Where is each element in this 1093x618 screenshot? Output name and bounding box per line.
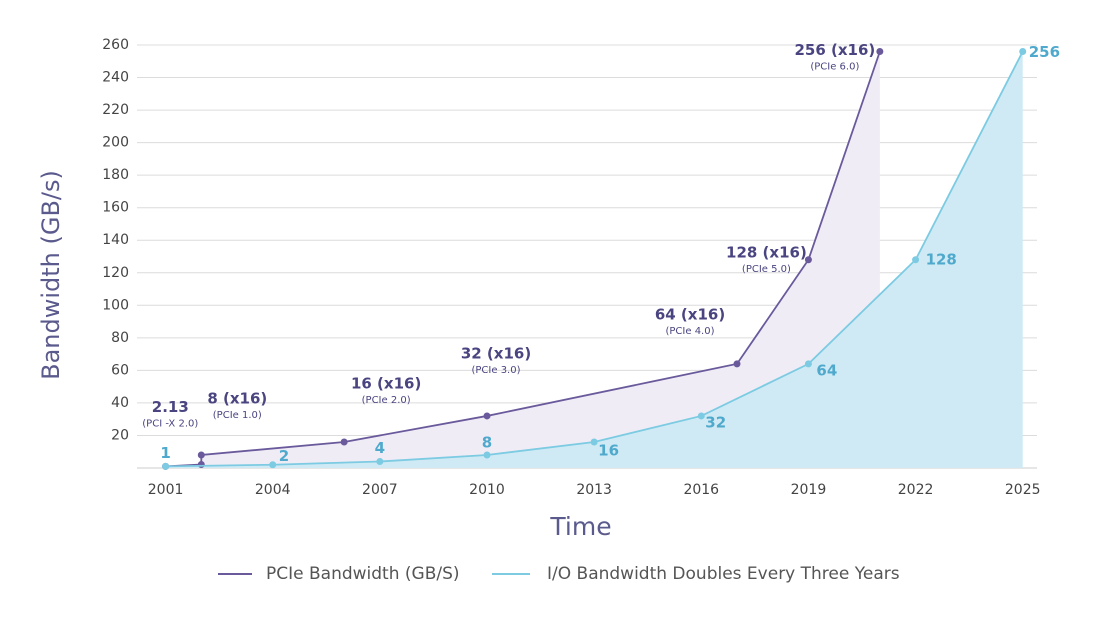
x-tick-label: 2001 [148, 482, 184, 498]
data-label: 128 (x16) [726, 243, 807, 261]
data-sublabel: (PCIe 2.0) [362, 395, 411, 406]
data-point [804, 256, 812, 264]
data-label: 32 (x16) [461, 344, 531, 362]
data-sublabel: (PCIe 5.0) [742, 264, 791, 275]
data-sublabel: (PCI -X 2.0) [142, 419, 198, 430]
x-axis-title: Time [549, 512, 611, 541]
y-tick-label: 80 [111, 330, 129, 346]
y-tick-label: 180 [102, 167, 129, 183]
data-label: 16 (x16) [351, 374, 421, 392]
y-tick-label: 40 [111, 395, 129, 411]
legend-label: I/O Bandwidth Doubles Every Three Years [547, 564, 900, 584]
data-point [1019, 48, 1027, 56]
data-label: 128 [926, 250, 957, 268]
data-point [876, 48, 884, 56]
data-sublabel: (PCIe 4.0) [666, 326, 715, 337]
x-tick-label: 2010 [469, 482, 505, 498]
data-label: 256 (x16) [794, 41, 875, 59]
data-sublabel: (PCIe 3.0) [472, 365, 521, 376]
data-point [376, 457, 384, 465]
y-tick-label: 160 [102, 200, 129, 216]
data-label: 2.13 [152, 398, 189, 416]
data-sublabel: (PCIe 6.0) [810, 62, 859, 73]
y-tick-label: 200 [102, 135, 129, 151]
y-tick-label: 60 [111, 362, 129, 378]
y-tick-label: 240 [102, 70, 129, 86]
data-point [483, 412, 491, 420]
x-tick-label: 2025 [1005, 482, 1041, 498]
data-label: 64 [816, 361, 837, 379]
data-label: 256 [1029, 43, 1060, 61]
data-point [733, 360, 741, 368]
legend: PCIe Bandwidth (GB/S) I/O Bandwidth Doub… [218, 564, 900, 584]
data-label: 8 [482, 433, 492, 451]
y-tick-label: 260 [102, 37, 129, 53]
data-label: 32 [705, 413, 726, 431]
data-point [197, 461, 205, 469]
data-point [804, 360, 812, 368]
data-point [162, 462, 170, 470]
data-label: 16 [598, 441, 619, 459]
data-point [483, 451, 491, 459]
y-tick-label: 220 [102, 102, 129, 118]
y-tick-label: 100 [102, 297, 129, 313]
data-point [269, 461, 277, 469]
data-label: 1 [160, 444, 170, 462]
y-tick-label: 120 [102, 265, 129, 281]
data-point [340, 438, 348, 446]
data-point [912, 256, 920, 264]
x-tick-label: 2007 [362, 482, 398, 498]
x-tick-label: 2022 [898, 482, 934, 498]
y-tick-label: 140 [102, 232, 129, 248]
x-tick-label: 2016 [683, 482, 719, 498]
data-point [590, 438, 598, 446]
legend-label: PCIe Bandwidth (GB/S) [266, 564, 460, 584]
data-label: 8 (x16) [207, 389, 267, 407]
x-tick-label: 2004 [255, 482, 291, 498]
data-label: 4 [375, 439, 385, 457]
y-axis-title: Bandwidth (GB/s) [37, 170, 65, 380]
data-label: 64 (x16) [655, 305, 725, 323]
data-point [697, 412, 705, 420]
x-tick-label: 2013 [576, 482, 612, 498]
x-tick-label: 2019 [791, 482, 827, 498]
y-tick-label: 20 [111, 427, 129, 443]
data-point [197, 451, 205, 459]
data-label: 2 [279, 447, 289, 465]
data-sublabel: (PCIe 1.0) [213, 410, 262, 421]
